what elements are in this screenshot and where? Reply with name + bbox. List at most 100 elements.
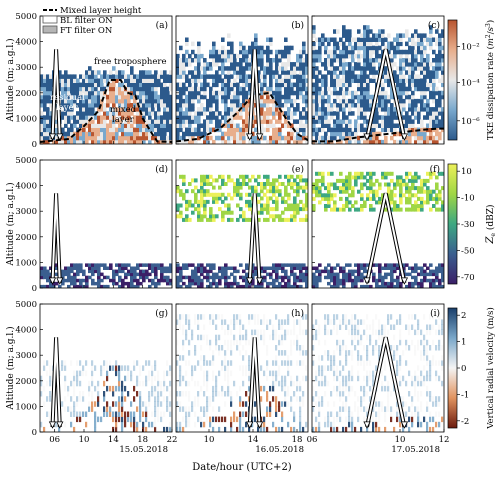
y-tick-label: 5000 bbox=[15, 300, 37, 310]
y-axis-label-row1: Altitude (m; a.g.l.) bbox=[5, 38, 16, 122]
y-tick-label: 1000 bbox=[15, 402, 37, 412]
colorbar-tick-label: 10⁻⁴ bbox=[461, 78, 480, 88]
overlays bbox=[40, 48, 444, 429]
colorbar-tick-label: 1 bbox=[461, 338, 466, 348]
x-tick-label: 12 bbox=[439, 435, 450, 445]
colorbar-tick-label: 2 bbox=[461, 311, 466, 321]
panel-label-d: (d) bbox=[155, 164, 168, 175]
y-tick-label: 2000 bbox=[15, 233, 37, 243]
bl-filter-arrowhead bbox=[255, 277, 264, 285]
date-label: 16.05.2018 bbox=[255, 445, 304, 455]
y-tick-label: 4000 bbox=[15, 326, 37, 336]
panel-frame bbox=[39, 303, 173, 433]
colorbar-tick-label: 10 bbox=[461, 167, 472, 177]
field-r1-c0 bbox=[40, 263, 172, 288]
colorbar-tick-label: -2 bbox=[461, 417, 469, 427]
colorbar bbox=[447, 163, 458, 285]
field-r0-c2 bbox=[312, 25, 444, 144]
x-tick-label: 06 bbox=[49, 435, 60, 445]
x-axis-label: Date/hour (UTC+2) bbox=[192, 462, 292, 473]
y-tick-label: 0 bbox=[32, 428, 37, 438]
panel-frame bbox=[175, 159, 309, 289]
mixed-layer-height-line bbox=[40, 79, 172, 143]
bl-filter-arrowhead bbox=[48, 277, 57, 285]
panel-frame bbox=[311, 159, 445, 289]
colorbar-tick-label: -1 bbox=[461, 390, 469, 400]
field-r2-c0 bbox=[40, 360, 172, 432]
y-axis-label-row2: Altitude (m; a.g.l.) bbox=[5, 182, 16, 266]
annotation-mixed: mixed bbox=[110, 105, 137, 115]
panel-frame bbox=[39, 159, 173, 289]
y-tick-label: 4000 bbox=[15, 38, 37, 48]
colorbar-label-ze: Ze (dBZ) bbox=[485, 204, 497, 244]
field-r1-c1 bbox=[176, 174, 308, 288]
colorbar-tick-label: 0 bbox=[461, 364, 466, 374]
y-tick-label: 2000 bbox=[15, 377, 37, 387]
x-tick-label: 14 bbox=[108, 435, 119, 445]
colorbar-label-velocity: Vertical radial velocity (m/s) bbox=[485, 307, 496, 430]
colorbar bbox=[447, 19, 458, 141]
bl-filter-arrowhead bbox=[363, 133, 371, 141]
bl-filter-arrowhead bbox=[48, 133, 57, 141]
panel-label-h: (h) bbox=[291, 308, 304, 319]
bl-filter-marker-fill bbox=[51, 49, 61, 139]
x-tick-label: 06 bbox=[307, 435, 318, 445]
bl-filter-marker-fill bbox=[51, 193, 61, 283]
colorbar-tick-label: 10⁻² bbox=[461, 42, 480, 52]
colorbar-tick-label: -50 bbox=[461, 246, 475, 256]
panel-frame bbox=[39, 15, 173, 145]
legend-bl-filter-label: BL filter ON bbox=[60, 16, 113, 26]
colorbar-tick-label: -70 bbox=[461, 273, 475, 283]
colorbar-tick-label: -10 bbox=[461, 194, 475, 204]
legend-ft-filter-label: FT filter ON bbox=[60, 26, 113, 36]
field-r2-c2 bbox=[312, 314, 444, 432]
mixed-layer-height-line bbox=[176, 91, 308, 143]
panel-frame bbox=[175, 15, 309, 145]
x-tick-label: 10 bbox=[395, 435, 406, 445]
x-tick-label: 18 bbox=[292, 435, 303, 445]
bl-filter-arrowhead bbox=[56, 277, 64, 285]
mixed-layer-height-line bbox=[312, 127, 444, 143]
panel-label-c: (c) bbox=[428, 20, 440, 31]
panel-label-e: (e) bbox=[292, 164, 304, 175]
y-tick-label: 0 bbox=[32, 140, 37, 150]
axes: 0100020003000400050000100020003000400050… bbox=[15, 12, 480, 455]
y-tick-label: 4000 bbox=[15, 182, 37, 192]
annotation-residual-layer: layer bbox=[56, 103, 79, 113]
colorbar-tick-label: -30 bbox=[461, 220, 475, 230]
panel-label-f: (f) bbox=[430, 164, 440, 175]
bl-filter-marker-fill bbox=[366, 337, 406, 428]
y-tick-label: 5000 bbox=[15, 12, 37, 22]
x-tick-label: 18 bbox=[137, 435, 148, 445]
bl-filter-arrowhead bbox=[400, 421, 409, 429]
bl-filter-marker-fill bbox=[51, 337, 61, 427]
colorbar bbox=[447, 307, 458, 429]
bl-filter-marker-fill bbox=[248, 49, 261, 139]
y-axis-label-row3: Altitude (m; a.g.l.) bbox=[5, 326, 16, 410]
y-tick-label: 0 bbox=[32, 284, 37, 294]
panel-frame bbox=[311, 15, 445, 145]
legend: Mixed layer height BL filter ON FT filte… bbox=[42, 6, 142, 36]
bl-filter-arrowhead bbox=[246, 421, 254, 429]
x-tick-label: 14 bbox=[248, 435, 259, 445]
panel-label-i: (i) bbox=[430, 308, 440, 319]
y-tick-label: 3000 bbox=[15, 207, 37, 217]
y-tick-label: 3000 bbox=[15, 63, 37, 73]
colorbar-label-tke: TKE dissipation rate (m2/s3) bbox=[485, 20, 496, 140]
legend-ft-filter-swatch bbox=[42, 25, 58, 34]
y-tick-label: 5000 bbox=[15, 156, 37, 166]
bl-filter-arrowhead bbox=[363, 277, 371, 285]
panel-label-a: (a) bbox=[156, 20, 168, 31]
bl-filter-arrowhead bbox=[400, 277, 409, 285]
y-tick-label: 1000 bbox=[15, 114, 37, 124]
colorbar-tick-label: 10⁻⁶ bbox=[461, 117, 480, 127]
x-tick-label: 22 bbox=[167, 435, 178, 445]
bl-filter-marker-fill bbox=[366, 193, 406, 284]
bl-filter-arrowhead bbox=[255, 133, 264, 141]
field-r2-c1 bbox=[176, 314, 308, 432]
y-tick-label: 3000 bbox=[15, 351, 37, 361]
panel-label-g: (g) bbox=[155, 308, 168, 319]
x-tick-label: 10 bbox=[204, 435, 215, 445]
panel-label-b: (b) bbox=[291, 20, 304, 31]
